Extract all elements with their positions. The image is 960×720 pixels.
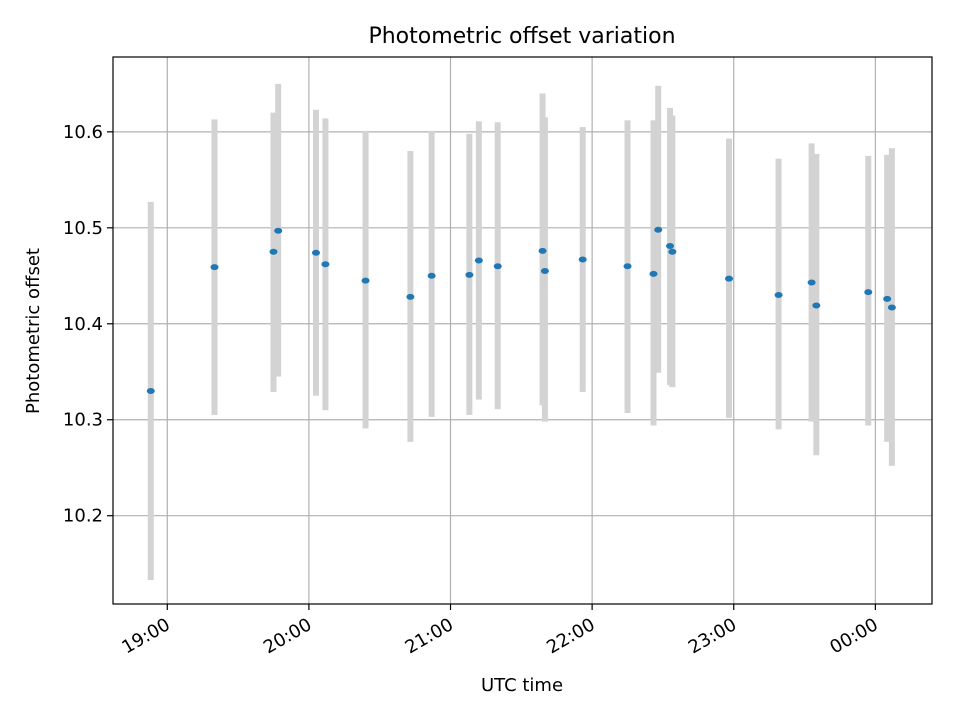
data-point [269,248,278,255]
data-point [540,268,549,275]
data-point [864,289,873,296]
y-tick-label: 10.3 [63,410,103,431]
data-point [406,293,415,300]
x-axis-label: UTC time [481,675,563,696]
y-axis-label: Photometric offset [23,248,44,414]
data-point [725,275,734,282]
grid-lines [113,57,932,604]
data-point [210,264,219,271]
data-point [623,263,632,270]
data-point [474,257,483,264]
data-point [311,249,320,256]
data-point [321,261,330,268]
data-point [578,256,587,263]
y-tick-label: 10.6 [63,122,103,143]
y-tick-label: 10.2 [63,506,103,527]
data-point [883,295,892,302]
data-point [146,387,155,394]
plot-frame [112,56,933,605]
y-tick-label: 10.5 [63,218,103,239]
data-point [887,304,896,311]
data-point [493,263,502,270]
data-point [807,279,816,286]
data-point [361,277,370,284]
data-point [668,248,677,255]
data-points [146,226,896,394]
y-axis-ticks: 10.2 10.3 10.4 10.5 10.6 [63,122,113,527]
data-point [666,243,675,250]
y-tick-label: 10.4 [63,314,103,335]
chart-title: Photometric offset variation [368,24,675,49]
data-point [538,247,547,254]
data-point [774,291,783,298]
data-point [427,272,436,279]
data-point [465,271,474,278]
data-point [649,270,658,277]
data-point [654,226,663,233]
data-point [274,227,283,234]
data-point [812,302,821,309]
